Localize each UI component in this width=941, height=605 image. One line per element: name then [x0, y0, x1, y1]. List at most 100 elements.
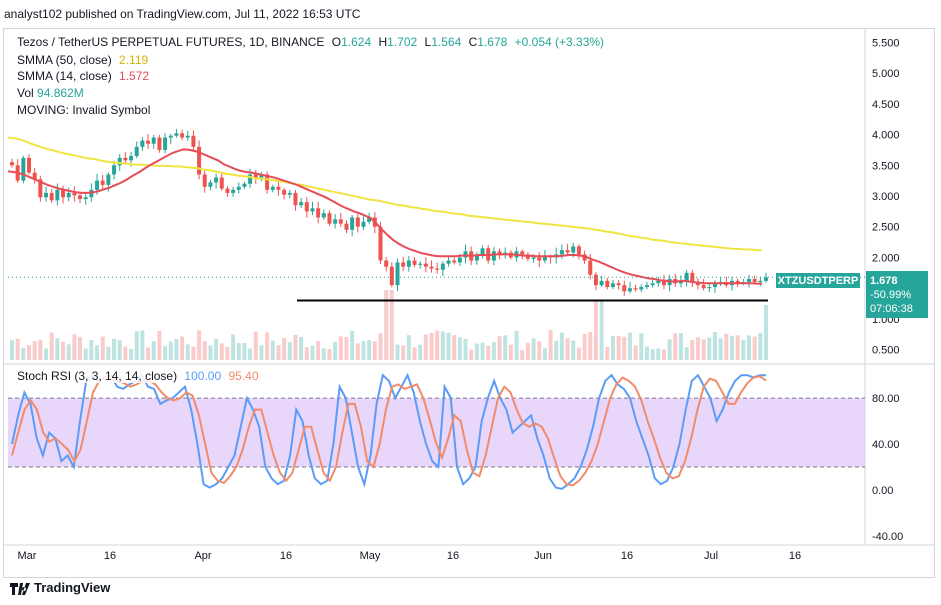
price-tick-label: 3.000: [872, 191, 900, 203]
volume-bar: [44, 348, 49, 360]
stoch-tick-label: -40.00: [872, 531, 903, 543]
volume-bar: [72, 334, 77, 360]
candle-body: [565, 250, 570, 253]
candle-body: [650, 283, 655, 286]
volume-bar: [667, 339, 672, 360]
candle-body: [746, 279, 751, 283]
ohlc-close: 1.678: [477, 35, 508, 49]
candle-body: [185, 135, 190, 138]
candle-body: [112, 165, 117, 175]
candle-body: [701, 285, 706, 289]
volume-bar: [276, 345, 281, 360]
volume-bar: [361, 341, 366, 360]
candle-body: [440, 263, 445, 270]
volume-bar: [469, 349, 474, 360]
volume-bar: [32, 341, 37, 360]
volume-bar: [10, 340, 14, 360]
stoch-label: Stoch RSI (3, 3, 14, 14, close): [17, 369, 178, 383]
candle-body: [151, 137, 156, 144]
volume-bar: [333, 341, 338, 360]
time-tick-label: 16: [280, 550, 292, 562]
candle-body: [253, 174, 258, 178]
volume-bar: [746, 335, 751, 360]
candle-body: [55, 189, 60, 201]
smma14-value: 1.572: [119, 69, 150, 83]
symbol-title: Tezos / TetherUS PERPETUAL FUTURES, 1D, …: [17, 35, 325, 49]
volume-bar: [406, 335, 411, 360]
candle-body: [242, 183, 247, 187]
volume-bar: [293, 334, 298, 360]
volume-bar: [225, 346, 230, 360]
ohlc-change: +0.054 (+3.33%): [514, 35, 605, 49]
volume-bar: [49, 332, 54, 360]
volume-bar: [695, 337, 700, 360]
stoch-overbought-oversold-band: [8, 398, 865, 467]
volume-bar: [673, 333, 678, 360]
volume-bar: [163, 346, 168, 360]
volume-bar: [208, 345, 213, 360]
volume-bar: [690, 340, 695, 360]
volume-bar: [503, 335, 508, 360]
volume-bar: [616, 336, 621, 360]
volume-value: 94.862M: [37, 86, 84, 100]
candle-body: [367, 217, 372, 222]
candle-body: [21, 157, 26, 181]
candle-body: [418, 263, 423, 265]
volume-bar: [253, 331, 258, 360]
candle-body: [129, 156, 134, 161]
candle-body: [333, 219, 338, 224]
candle-body: [474, 254, 479, 261]
candle-body: [401, 262, 406, 267]
candle-body: [282, 189, 287, 195]
price-tag-countdown: 07:06:38: [870, 303, 913, 315]
candle-body: [338, 219, 343, 224]
candle-body: [38, 179, 43, 198]
volume-bar: [140, 330, 145, 360]
smma50-legend: SMMA (50, close) 2.119: [17, 53, 148, 67]
volume-bar: [548, 330, 553, 360]
candle-body: [593, 274, 598, 286]
candle-body: [89, 189, 94, 198]
volume-bar: [571, 340, 576, 360]
volume-bar: [452, 335, 457, 360]
volume-bar: [644, 346, 649, 360]
volume-bar: [542, 348, 547, 360]
volume-bar: [401, 345, 406, 360]
volume-bar: [327, 349, 332, 360]
volume-bar: [735, 335, 740, 360]
volume-bar: [418, 344, 423, 360]
time-tick-label: Apr: [194, 550, 211, 562]
price-tick-label: 5.500: [872, 37, 900, 49]
candle-body: [633, 288, 638, 290]
candle-body: [123, 157, 128, 161]
ohlc-close-label: C: [468, 35, 478, 49]
volume-bar: [378, 333, 383, 360]
volume-bar: [389, 290, 394, 360]
volume-bar: [486, 345, 491, 360]
candle-body: [100, 180, 105, 185]
candle-body: [695, 282, 700, 286]
volume-bar: [27, 345, 32, 360]
volume-bar: [55, 338, 60, 360]
volume-bar: [593, 300, 598, 360]
volume-bar: [151, 341, 156, 360]
stoch-tick-label: 40.00: [872, 439, 900, 451]
candle-body: [27, 157, 32, 173]
candle-body: [248, 174, 253, 184]
candle-body: [610, 283, 615, 287]
candle-body: [83, 197, 88, 200]
volume-bar: [236, 342, 241, 360]
candle-body: [49, 192, 54, 201]
time-tick-label: Mar: [18, 550, 37, 562]
volume-bar: [764, 305, 768, 360]
price-tick-label: 4.000: [872, 130, 900, 142]
volume-bar: [197, 330, 202, 360]
candle-body: [656, 280, 661, 284]
price-tick-label: 3.500: [872, 160, 900, 172]
candle-body: [497, 251, 502, 255]
candle-body: [712, 283, 717, 287]
smma14-line: [7, 148, 763, 285]
time-tick-label: Jun: [534, 550, 552, 562]
stoch-d-line: [11, 375, 767, 487]
candle-body: [627, 288, 632, 292]
